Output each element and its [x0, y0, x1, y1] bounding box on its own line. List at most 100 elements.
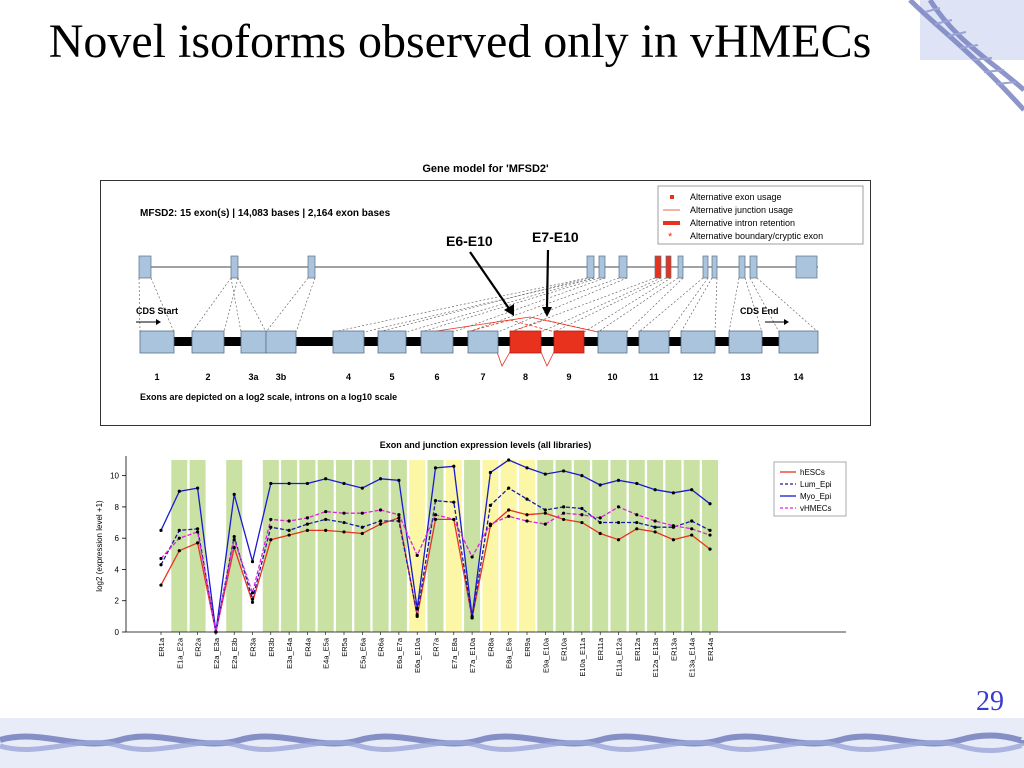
- exon-label-row: 1 2 3a 3b 4 5 6 7 8 9 10 11 12 13 14: [154, 372, 803, 382]
- dna-decoration-image: [908, 0, 1024, 112]
- exon-label: 14: [793, 372, 803, 382]
- genomic-exon-track: [138, 255, 818, 279]
- data-point: [287, 528, 291, 532]
- transcript-exon: [420, 330, 454, 354]
- data-point: [507, 486, 511, 490]
- x-tick-label: E12a_E13a: [651, 637, 660, 677]
- data-point: [635, 513, 639, 517]
- genomic-exon: [654, 255, 662, 279]
- exon-label: 8: [523, 372, 528, 382]
- data-point: [324, 510, 328, 514]
- data-point: [598, 483, 602, 487]
- highlight-band: [702, 460, 718, 632]
- data-point: [452, 500, 456, 504]
- data-point: [287, 533, 291, 537]
- exon-label: 10: [607, 372, 617, 382]
- data-point: [159, 556, 163, 561]
- data-point: [360, 511, 364, 515]
- gene-model-footnote: Exons are depicted on a log2 scale, intr…: [140, 392, 397, 402]
- data-point: [690, 527, 694, 531]
- data-point: [232, 535, 236, 539]
- data-point: [415, 553, 419, 557]
- gene-model-title: Gene model for 'MFSD2': [422, 163, 549, 175]
- data-point: [177, 528, 181, 532]
- highlight-band: [592, 460, 609, 632]
- x-tick-label: ER13a: [669, 637, 678, 661]
- data-point: [708, 533, 712, 537]
- x-tick-label: E7a_E10a: [468, 637, 477, 673]
- data-point: [488, 470, 492, 475]
- x-tick-label: E6a_E10a: [413, 637, 422, 673]
- data-point: [159, 583, 163, 587]
- highlight-band: [519, 460, 535, 632]
- data-point: [177, 549, 181, 553]
- x-tick-label: E4a_E5a: [322, 637, 331, 669]
- data-point: [635, 520, 639, 525]
- transcript-exon: [377, 330, 407, 354]
- data-point: [580, 520, 584, 525]
- data-point: [232, 545, 236, 550]
- highlight-band: [500, 460, 517, 632]
- x-tick-label: ER3a: [249, 637, 258, 657]
- x-tick-label: E6a_E7a: [395, 637, 404, 669]
- exon-label: 13: [740, 372, 750, 382]
- exon-label: 1: [154, 372, 159, 382]
- transcript-exon: [778, 330, 819, 354]
- exon-label: 6: [434, 372, 439, 382]
- genomic-exon: [618, 255, 628, 279]
- data-point: [379, 519, 383, 523]
- data-point: [360, 531, 364, 536]
- data-point: [452, 464, 456, 468]
- data-point: [525, 513, 529, 517]
- data-point: [196, 486, 200, 490]
- legend-series-name: vHMECs: [800, 504, 832, 513]
- y-tick-label: 6: [115, 534, 120, 543]
- data-point: [397, 513, 401, 517]
- exon-label: 3a: [248, 372, 259, 382]
- data-point: [397, 478, 401, 482]
- y-axis-label: log2 (expression level +1): [95, 500, 104, 592]
- data-point: [342, 520, 346, 525]
- transcript-exon: [680, 330, 716, 354]
- data-point: [488, 503, 492, 507]
- legend-label: Alternative exon usage: [690, 192, 782, 202]
- gene-summary-text: MFSD2: 15 exon(s) | 14,083 bases | 2,164…: [140, 208, 391, 219]
- x-tick-label: ER12a: [633, 637, 642, 661]
- chart-legend: [773, 461, 847, 517]
- x-tick-label: E10a_E11a: [578, 637, 587, 676]
- x-tick-label: E7a_E8a: [450, 637, 459, 669]
- data-point: [452, 517, 456, 522]
- data-point: [250, 560, 255, 564]
- data-point: [342, 481, 346, 486]
- legend-series-name: Lum_Epi: [800, 480, 832, 489]
- highlight-band: [610, 460, 627, 632]
- data-point: [525, 497, 529, 501]
- exon-connector-lines: [138, 277, 819, 333]
- data-point: [159, 528, 163, 532]
- data-point: [562, 505, 566, 509]
- cds-end-label: CDS End: [740, 306, 779, 316]
- data-point: [543, 511, 547, 515]
- x-tick-label: ER7a: [432, 637, 441, 657]
- transcript-exon-track: [139, 330, 819, 354]
- gene-model-legend: * Alternative exon usage Alternative jun…: [657, 185, 864, 245]
- genomic-exon: [702, 255, 709, 279]
- transcript-exon: [728, 330, 763, 354]
- data-point: [342, 511, 346, 515]
- data-point: [616, 520, 621, 525]
- x-tick-label: E1a_E2a: [175, 637, 184, 669]
- data-point: [580, 513, 584, 517]
- data-point: [653, 488, 657, 492]
- annotation-e6-e10: E6-E10: [446, 233, 493, 249]
- x-tick-label: ER5a: [340, 637, 349, 657]
- data-point: [250, 600, 255, 604]
- data-point: [525, 466, 529, 470]
- genomic-exon: [307, 255, 316, 279]
- data-point: [507, 458, 511, 462]
- data-point: [580, 474, 584, 478]
- legend-square-icon: [670, 195, 674, 199]
- highlight-band: [372, 460, 389, 632]
- exon-label: 12: [693, 372, 703, 382]
- highlight-band: [409, 460, 426, 632]
- data-point: [159, 563, 163, 567]
